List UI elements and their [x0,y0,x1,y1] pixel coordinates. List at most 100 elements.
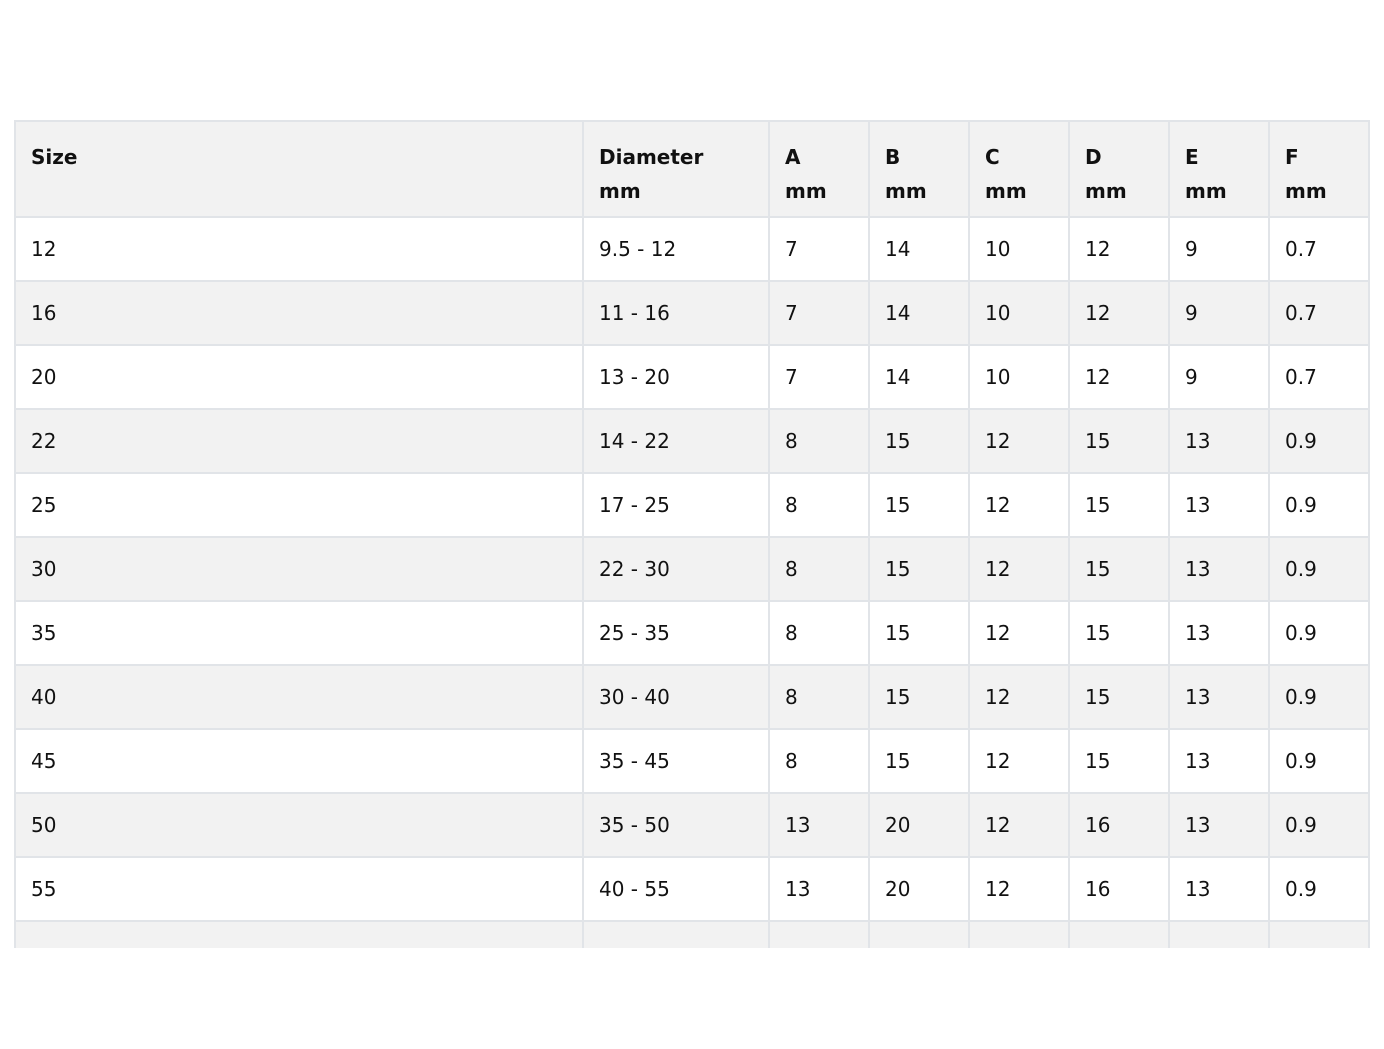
table-cell: 9 [1168,344,1270,410]
table-cell: 0.7 [1268,280,1370,346]
table-cell [1368,344,1370,410]
table-cell: 0.9 [1268,408,1370,474]
table-cell: 13 [1168,792,1270,858]
table-cell: 40 [14,664,584,730]
table-cell: 12 [968,792,1070,858]
table-cell: 0.9 [1268,856,1370,922]
table-cell: 16 [1068,856,1170,922]
header-unit: mm [1185,179,1227,203]
table-cell [1368,664,1370,730]
table-cell [1368,728,1370,794]
table-cell: 12 [968,728,1070,794]
table-cell [1368,408,1370,474]
table-row: 55 40 - 55 13 20 12 16 13 0.9 [14,856,1370,922]
table-cell: 15 [868,408,970,474]
table-cell: 55 [14,856,584,922]
header-unit: mm [785,179,827,203]
table-cell [1268,920,1370,948]
table-row: 35 25 - 35 8 15 12 15 13 0.9 [14,600,1370,666]
column-header: Size [14,120,584,218]
table-cell: 14 [868,216,970,282]
table-cell: 0.9 [1268,664,1370,730]
table-cell: 25 [14,472,584,538]
table-cell: 15 [868,728,970,794]
table-cell: 22 [14,408,584,474]
table-cell: 15 [868,600,970,666]
table-cell: 7 [768,344,870,410]
table-cell [868,920,970,948]
table-cell: 7 [768,280,870,346]
table-cell: 12 [968,408,1070,474]
table-cell: 12 [1068,344,1170,410]
table-cell: 30 - 40 [582,664,770,730]
table-cell: 8 [768,600,870,666]
table-cell: 8 [768,472,870,538]
table-cell [1368,472,1370,538]
table-cell: 10 [968,216,1070,282]
table-cell: 0.7 [1268,216,1370,282]
table-row: 45 35 - 45 8 15 12 15 13 0.9 [14,728,1370,794]
table-cell: 0.7 [1268,344,1370,410]
table-cell: 13 [1168,472,1270,538]
header-label: B [885,145,901,169]
table-row: 40 30 - 40 8 15 12 15 13 0.9 [14,664,1370,730]
table-row [14,920,1370,948]
table-cell: 25 - 35 [582,600,770,666]
table-cell [768,920,870,948]
table-cell: 35 [14,600,584,666]
table-cell: 15 [1068,472,1170,538]
table-cell [1368,536,1370,602]
table-cell: 45 [14,728,584,794]
table-cell [14,920,584,948]
table-cell: 17 - 25 [582,472,770,538]
table-row: 16 11 - 16 7 14 10 12 9 0.7 [14,280,1370,346]
table-cell: 14 - 22 [582,408,770,474]
table-cell: 12 [968,664,1070,730]
header-unit: mm [985,179,1027,203]
table-cell: 16 [1068,792,1170,858]
table-row: 12 9.5 - 12 7 14 10 12 9 0.7 [14,216,1370,282]
table-cell [1368,216,1370,282]
table-cell: 8 [768,408,870,474]
table-cell: 13 - 20 [582,344,770,410]
table-cell: 13 [1168,600,1270,666]
table-cell: 9 [1168,280,1270,346]
header-unit: mm [885,179,927,203]
table-cell: 12 [14,216,584,282]
table-row: 50 35 - 50 13 20 12 16 13 0.9 [14,792,1370,858]
header-label: A [785,145,801,169]
table-cell: 9.5 - 12 [582,216,770,282]
table-cell: 0.9 [1268,536,1370,602]
table-cell: 20 [868,856,970,922]
table-cell: 14 [868,344,970,410]
table-cell: 15 [1068,664,1170,730]
column-header [1368,120,1370,218]
table-cell [1368,792,1370,858]
column-header: Diameter mm [582,120,770,218]
table-cell: 22 - 30 [582,536,770,602]
table-cell: 15 [868,472,970,538]
table-cell [1168,920,1270,948]
table-row: 22 14 - 22 8 15 12 15 13 0.9 [14,408,1370,474]
table-cell: 15 [1068,408,1170,474]
table-cell: 20 [14,344,584,410]
table-cell: 13 [1168,536,1270,602]
table-cell: 7 [768,216,870,282]
header-unit: mm [599,179,641,203]
table-cell: 15 [1068,536,1170,602]
table-cell: 8 [768,664,870,730]
table-cell: 15 [868,664,970,730]
table-cell: 0.9 [1268,792,1370,858]
table-cell: 12 [968,472,1070,538]
table-cell: 11 - 16 [582,280,770,346]
table-cell: 35 - 50 [582,792,770,858]
table-cell: 15 [1068,728,1170,794]
table-cell: 8 [768,536,870,602]
table-row: 25 17 - 25 8 15 12 15 13 0.9 [14,472,1370,538]
